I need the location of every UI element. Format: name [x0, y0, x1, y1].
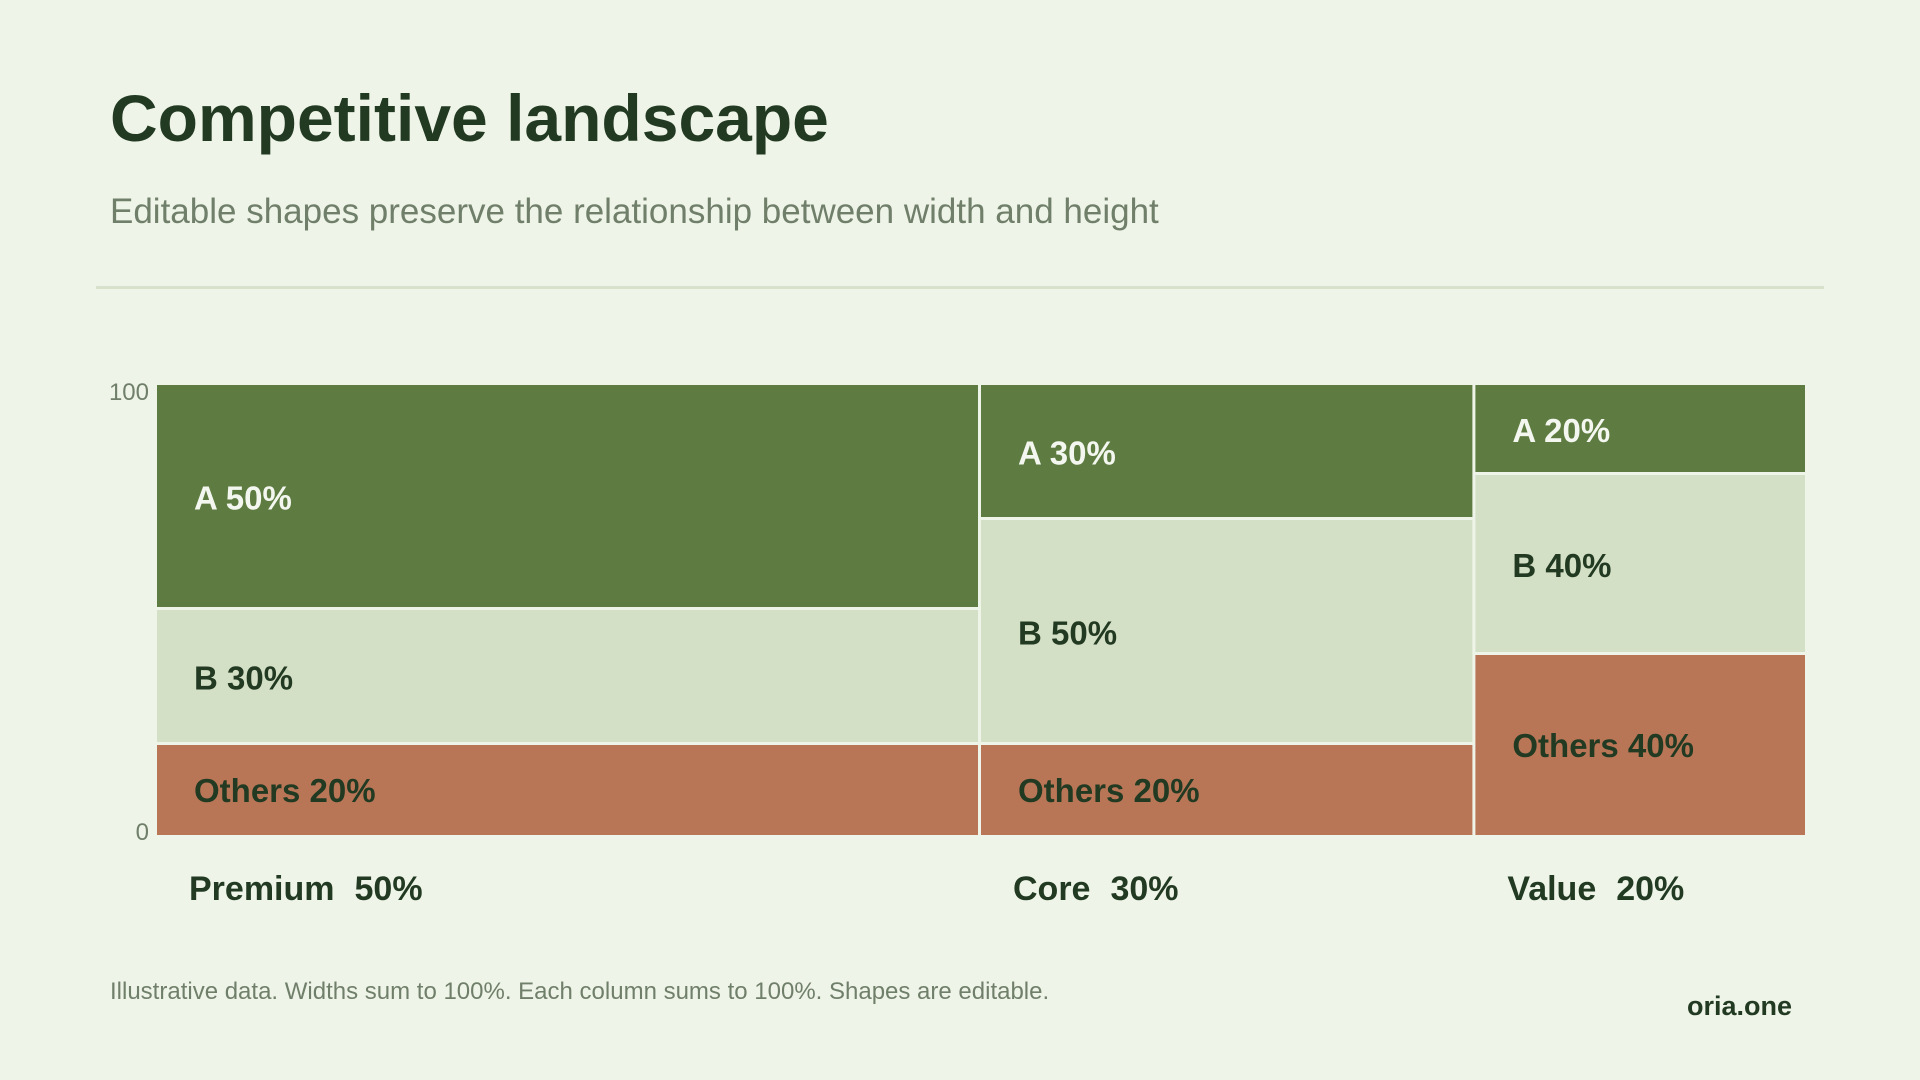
- mosaic-column-value: A 20% B 40% Others 40% Value 20%: [1475, 385, 1805, 908]
- page-title: Competitive landscape: [110, 81, 829, 155]
- segment-label: A 20%: [1512, 412, 1610, 449]
- header-divider: [96, 286, 1824, 289]
- footnote: Illustrative data. Widths sum to 100%. E…: [110, 978, 1050, 1005]
- segment-premium-b: [157, 610, 978, 742]
- page-subtitle: Editable shapes preserve the relationshi…: [110, 192, 1159, 231]
- segment-premium-others: [157, 745, 978, 835]
- brand-logo-text: oria.one: [1686, 991, 1792, 1021]
- column-category-label: Premium: [189, 870, 335, 908]
- column-width-label: 30%: [1110, 870, 1178, 908]
- y-axis-tick-label: 100: [109, 379, 149, 406]
- segment-value-others: [1475, 655, 1805, 835]
- segment-label: Others 20%: [1018, 772, 1200, 809]
- segment-value-a: [1475, 385, 1805, 472]
- y-axis-tick-label: 0: [136, 819, 149, 846]
- segment-value-b: [1475, 475, 1805, 652]
- segment-label: Others 40%: [1512, 727, 1694, 764]
- segment-label: A 50%: [194, 480, 292, 517]
- segment-label: B 50%: [1018, 615, 1117, 652]
- segment-core-a: [981, 385, 1473, 517]
- segment-label: A 30%: [1018, 435, 1116, 472]
- segment-core-b: [981, 520, 1473, 742]
- column-category-label: Core: [1013, 870, 1090, 908]
- column-width-label: 20%: [1616, 870, 1684, 908]
- mosaic-column-premium: A 50% B 30% Others 20% Premium 50%: [157, 385, 978, 908]
- column-category-label: Value: [1507, 870, 1596, 908]
- column-width-label: 50%: [355, 870, 423, 908]
- segment-label: B 30%: [194, 660, 293, 697]
- segment-premium-a: [157, 385, 978, 607]
- mosaic-column-core: A 30% B 50% Others 20% Core 30%: [981, 385, 1473, 908]
- segment-label: B 40%: [1512, 547, 1611, 584]
- segment-label: Others 20%: [194, 772, 376, 809]
- segment-core-others: [981, 745, 1473, 835]
